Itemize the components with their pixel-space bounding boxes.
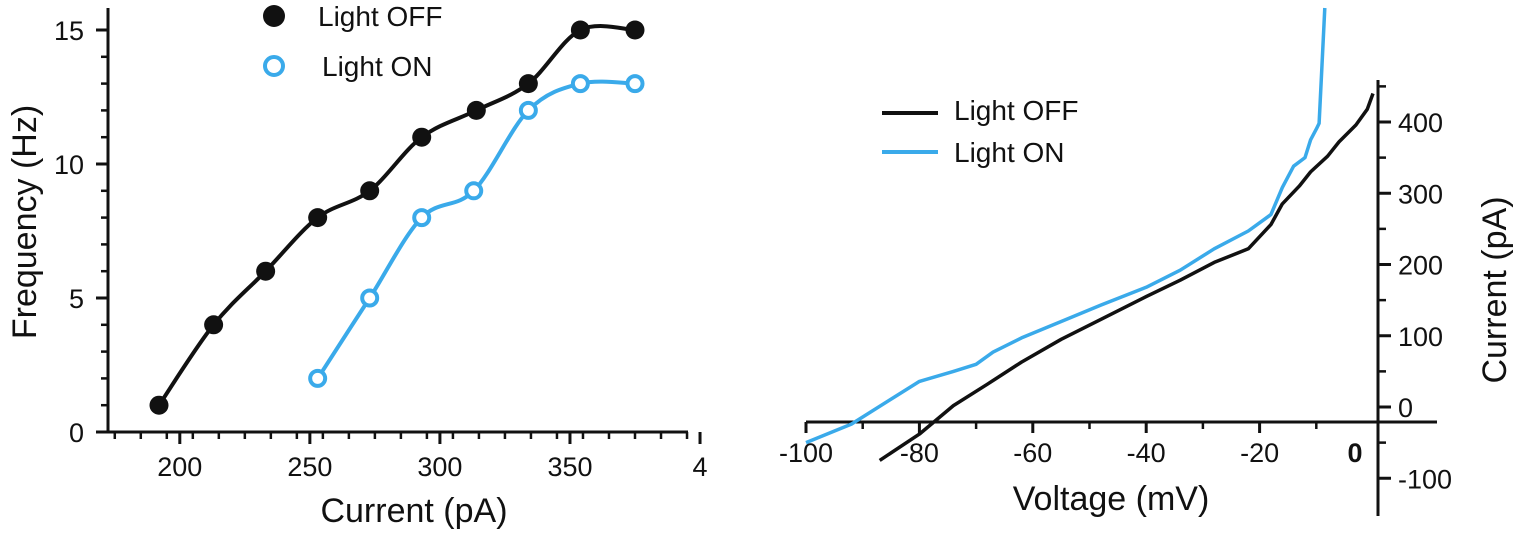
right-y-tick-label: 400 (1398, 108, 1443, 138)
left-y-tick-label: 5 (69, 284, 84, 314)
light-off-curve (157, 24, 636, 407)
light-on-point (625, 74, 645, 94)
right-series (805, 7, 1375, 462)
left-x-tick-label: 4 (693, 452, 708, 482)
legend-marker-light-on (263, 55, 285, 77)
legend-label-light-on: Light ON (954, 137, 1065, 168)
light-off-point (412, 127, 432, 147)
left-legend: Light OFF Light ON (263, 1, 442, 82)
light-on-point (360, 288, 380, 308)
right-y-tick-label: -100 (1398, 464, 1452, 494)
left-ticks: 200 250 300 350 4 0 5 10 15 (54, 16, 708, 482)
light-off-point (204, 315, 224, 335)
legend-label-light-off: Light OFF (318, 1, 442, 32)
light-off-point (466, 100, 486, 120)
right-x-axis-title: Voltage (mV) (1013, 480, 1210, 518)
left-x-tick-label: 200 (157, 452, 202, 482)
light-on-curve (316, 79, 636, 380)
right-y-tick-label: 200 (1398, 251, 1443, 281)
right-x-tick-label: -100 (779, 438, 833, 468)
left-x-tick-label: 350 (547, 452, 592, 482)
right-y-tick-label: 300 (1398, 179, 1443, 209)
right-legend: Light OFF Light ON (882, 95, 1078, 168)
right-x-tick-label: 0 (1347, 438, 1362, 468)
light-on-point (464, 181, 484, 201)
right-y-axis-title: Current (pA) (1476, 196, 1514, 383)
light-off-point (308, 208, 328, 228)
light-off-point (570, 20, 590, 40)
left-x-tick-label: 250 (287, 452, 332, 482)
left-chart: 200 250 300 350 4 0 5 10 15 Current (pA) Frequen… (6, 1, 708, 530)
left-x-tick-label: 300 (417, 452, 462, 482)
light-on-iv-line (805, 7, 1327, 445)
left-y-tick-label: 10 (54, 150, 84, 180)
right-x-tick-label: -60 (1013, 438, 1052, 468)
light-off-iv-line (878, 92, 1375, 462)
legend-label-light-on: Light ON (322, 51, 433, 82)
left-y-axis-title: Frequency (Hz) (6, 105, 44, 339)
right-y-tick-label: 0 (1398, 393, 1413, 423)
light-on-point (570, 74, 590, 94)
light-off-point (518, 74, 538, 94)
light-off-point (360, 181, 380, 201)
right-x-tick-label: -20 (1240, 438, 1279, 468)
light-off-point (149, 395, 169, 415)
left-y-tick-label: 15 (54, 16, 84, 46)
right-x-tick-label: -40 (1127, 438, 1166, 468)
light-off-point (625, 20, 645, 40)
light-on-point (518, 100, 538, 120)
light-on-point (308, 368, 328, 388)
right-y-tick-label: 100 (1398, 322, 1443, 352)
left-series (149, 20, 645, 415)
light-off-point (256, 261, 276, 281)
legend-label-light-off: Light OFF (954, 95, 1078, 126)
legend-marker-light-off (263, 5, 285, 27)
left-y-tick-label: 0 (69, 418, 84, 448)
light-on-point (412, 208, 432, 228)
left-x-axis-title: Current (pA) (320, 492, 507, 530)
